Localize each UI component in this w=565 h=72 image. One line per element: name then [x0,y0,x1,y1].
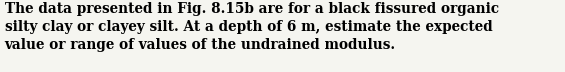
Text: The data presented in Fig. 8.15b are for a black fissured organic
silty clay or : The data presented in Fig. 8.15b are for… [5,2,499,52]
